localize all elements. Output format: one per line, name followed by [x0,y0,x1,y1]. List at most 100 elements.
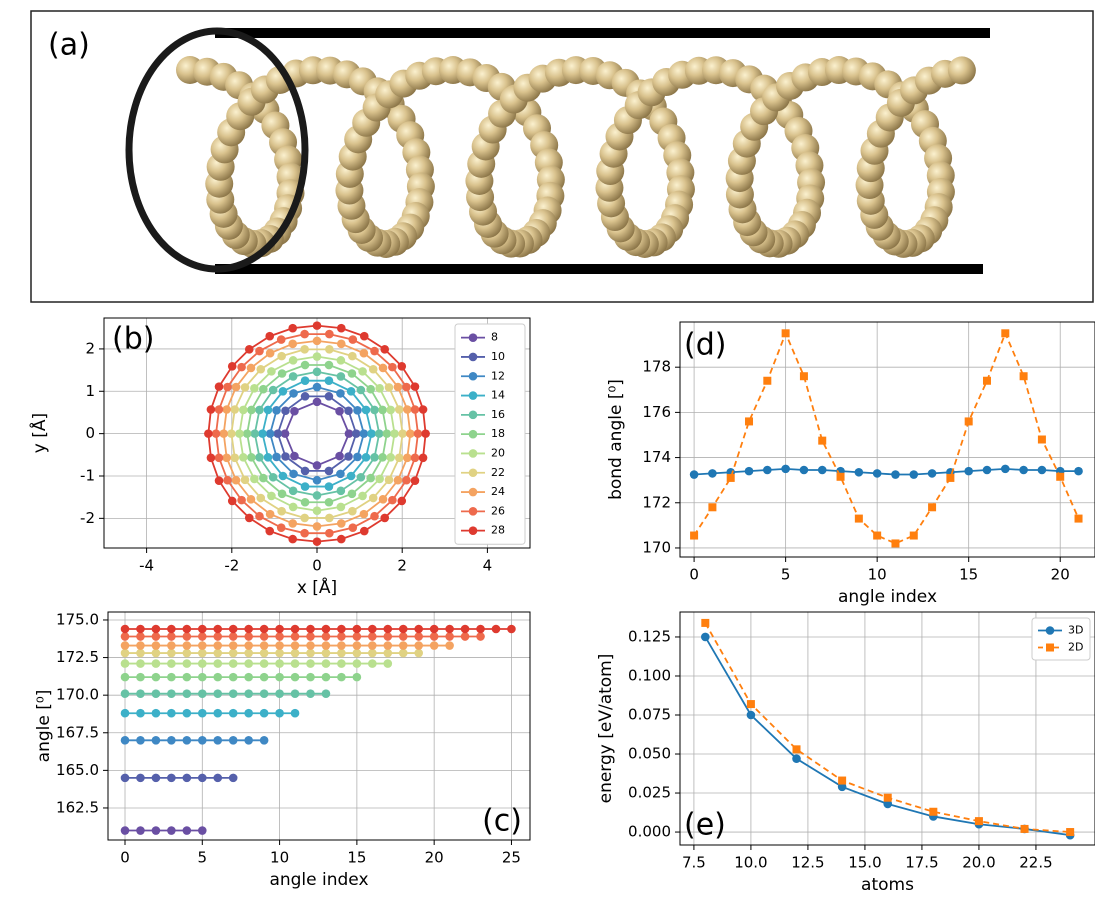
marker [324,482,334,491]
legend-label: 8 [491,331,498,344]
marker [347,369,357,378]
marker [883,799,893,809]
x-tick-label: 20 [425,849,444,867]
marker [151,632,161,641]
marker [378,494,388,504]
marker [398,429,407,438]
marker [167,826,176,835]
marker [414,648,424,658]
marker [290,641,300,650]
marker [398,648,408,658]
marker [818,436,827,445]
x-tick-label: -4 [139,557,154,575]
marker [231,382,241,392]
x-tick-label: 10 [868,566,887,584]
marker [120,708,130,718]
marker [386,453,395,462]
marker [246,363,256,373]
legend-marker [468,487,478,497]
x-tick-label: 20 [1051,566,1070,584]
marker [397,361,407,371]
marker [429,624,439,634]
marker [300,329,309,339]
marker [167,648,176,658]
marker [359,509,369,519]
legend-label: 26 [491,504,505,517]
marker [259,384,268,394]
marker [336,323,346,333]
marker [288,486,298,496]
marker [325,513,334,523]
marker [290,689,300,698]
marker [259,473,268,483]
marker [383,632,393,641]
marker [120,689,130,698]
marker [312,336,322,346]
marker [237,362,246,372]
marker [402,382,411,392]
marker [222,405,231,414]
marker [792,745,801,754]
marker [290,624,300,634]
legend-marker [468,352,478,362]
marker [151,659,161,668]
marker [213,708,223,718]
marker [263,405,273,415]
marker [1019,372,1028,381]
marker [346,386,356,396]
marker [136,648,145,658]
marker [312,352,322,361]
marker [167,773,176,783]
legend-label: 12 [491,369,505,382]
marker [288,356,298,365]
marker [230,453,240,463]
x-tick-label: 12.5 [791,854,824,872]
marker [337,672,346,682]
marker [228,689,238,698]
marker [255,346,264,356]
marker [312,382,322,392]
marker [358,491,367,501]
marker [167,632,176,641]
marker [300,392,310,401]
marker [288,502,298,512]
marker [361,405,371,415]
marker [701,618,710,627]
marker [167,659,176,668]
marker [460,632,470,641]
marker [927,469,937,478]
marker [136,632,145,641]
marker [982,376,991,385]
legend-label: 18 [491,427,505,440]
marker [763,376,772,385]
marker [359,526,369,536]
marker [352,659,362,668]
marker [136,708,145,718]
legend-marker [468,371,478,381]
marker [244,659,253,668]
marker [312,506,322,516]
marker [974,817,983,826]
marker [837,782,847,792]
marker [214,382,224,391]
marker [1001,329,1010,338]
marker [946,473,955,482]
marker [167,689,176,698]
marker [306,624,315,634]
legend-label: 16 [491,408,505,421]
marker [414,641,424,650]
legend-label: 22 [491,466,505,479]
marker [445,624,454,634]
marker [378,405,387,415]
y-tick-label: 165.0 [56,761,99,779]
marker [336,486,346,496]
marker [418,453,428,463]
marker [351,429,361,438]
marker [290,406,299,416]
panel-label: (d) [684,328,726,363]
marker [230,405,240,414]
marker [336,502,346,512]
marker [746,700,755,709]
y-tick-label: 0.100 [628,666,671,684]
